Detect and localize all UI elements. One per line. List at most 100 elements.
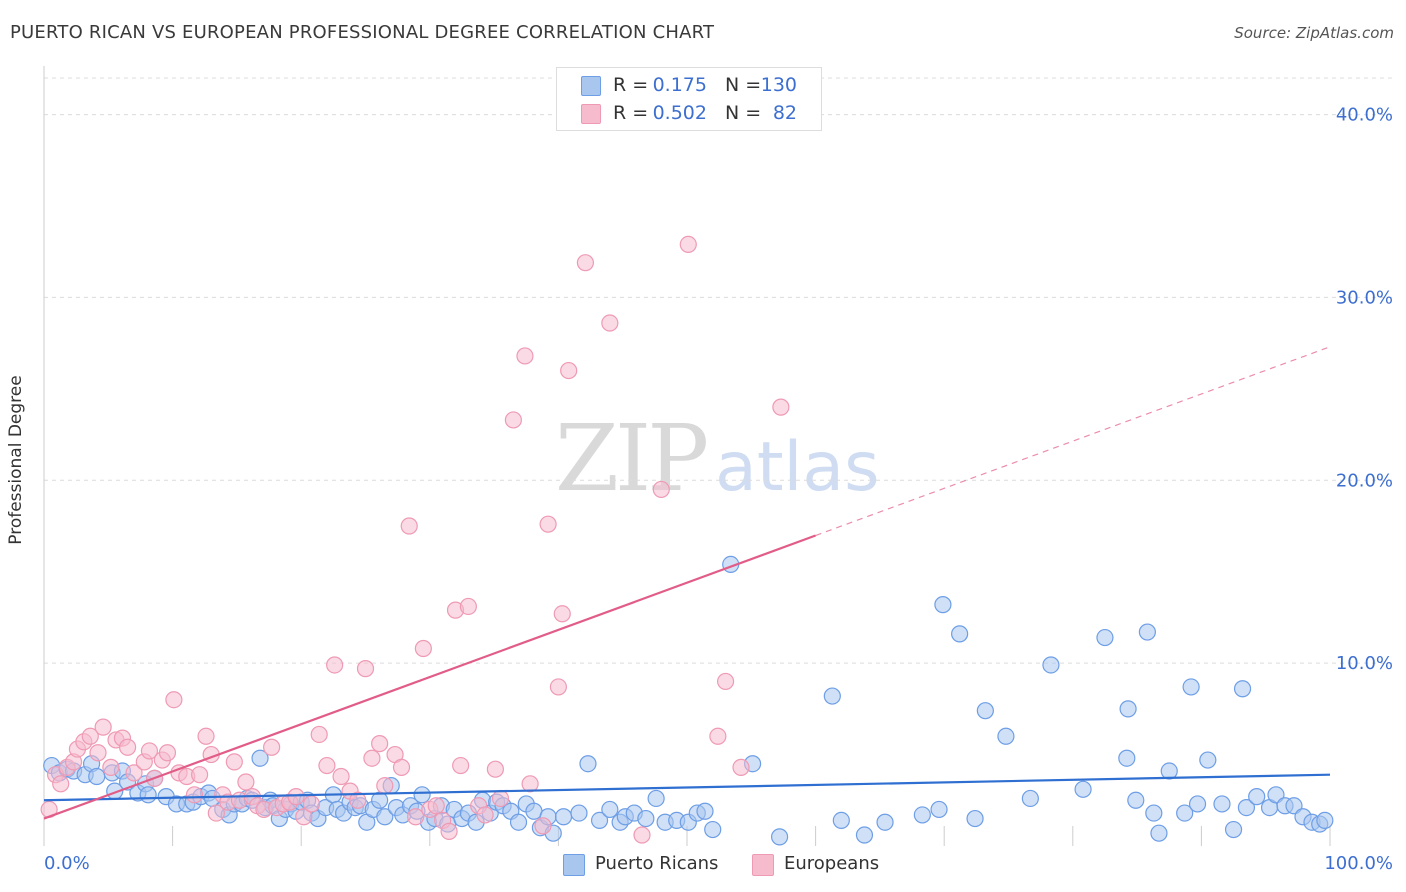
european-point (534, 817, 552, 835)
n-value: 130 (760, 74, 797, 96)
puerto-rican-point (913, 806, 931, 824)
european-point (52, 775, 70, 793)
legend-swatch-pink (752, 854, 774, 876)
puerto-rican-point (1021, 789, 1039, 808)
european-point (185, 786, 204, 804)
r-label: R = (613, 102, 649, 124)
puerto-rican-point (509, 813, 528, 831)
european-point (197, 727, 215, 745)
puerto-rican-point (601, 800, 619, 819)
european-point (652, 480, 670, 499)
european-point (440, 822, 458, 840)
puerto-rican-point (770, 828, 789, 846)
legend-label: Europeans (784, 853, 880, 874)
european-point (633, 826, 651, 844)
puerto-rican-point (976, 702, 994, 720)
european-point (125, 764, 143, 782)
european-point (549, 678, 568, 696)
y-tick-label: 10.0% (1336, 653, 1393, 674)
european-point (392, 758, 411, 776)
european-point (118, 738, 137, 756)
european-point (207, 804, 225, 822)
puerto-rican-point (637, 809, 655, 828)
puerto-rican-point (1182, 678, 1200, 696)
european-point (521, 775, 539, 793)
trend-line-extension (815, 346, 1331, 537)
n-label: N = (725, 102, 762, 124)
puerto-rican-point (823, 687, 841, 705)
n-value: 82 (772, 102, 797, 124)
puerto-rican-point (1042, 656, 1060, 674)
puerto-rican-point (413, 786, 431, 804)
european-point (302, 795, 321, 813)
european-point (486, 760, 504, 778)
x-tick-label: 100.0% (1324, 853, 1393, 874)
european-point (371, 734, 389, 753)
puerto-rican-point (1316, 811, 1334, 830)
puerto-rican-point (1188, 795, 1207, 813)
european-point (716, 672, 735, 691)
puerto-rican-point (1199, 751, 1217, 769)
r-value: 0.502 (652, 102, 707, 124)
puerto-rican-point (1224, 820, 1243, 839)
stats-row-puerto-ricans: R = 0.175 N = 130 (557, 72, 821, 100)
european-point (601, 314, 619, 332)
european-point (349, 791, 367, 809)
european-point (560, 361, 578, 380)
puerto-rican-point (1096, 628, 1114, 647)
legend-swatch-pink (581, 104, 601, 124)
european-point (427, 797, 445, 815)
r-value: 0.175 (652, 74, 707, 96)
y-tick-label: 40.0% (1336, 105, 1393, 126)
european-point (491, 789, 510, 808)
puerto-rican-point (855, 826, 874, 844)
puerto-rican-point (930, 800, 948, 819)
puerto-rican-point (934, 596, 952, 614)
puerto-rican-point (570, 804, 588, 822)
european-point (576, 254, 595, 272)
puerto-rican-point (1237, 798, 1256, 817)
european-point (326, 656, 344, 674)
european-point (81, 727, 99, 745)
european-point (363, 749, 381, 767)
puerto-rican-point (1176, 804, 1194, 822)
stats-row-europeans: R = 0.502 N = 82 (557, 100, 821, 128)
r-label: R = (613, 74, 649, 96)
european-point (263, 738, 281, 756)
source-credit: Source: ZipAtlas.com (1234, 24, 1394, 42)
european-point (287, 788, 305, 806)
puerto-rican-point (1145, 804, 1163, 822)
trend-line (43, 773, 1331, 802)
european-point (376, 777, 394, 795)
puerto-rican-point (951, 625, 969, 643)
european-point (237, 773, 255, 791)
y-tick-label: 30.0% (1336, 287, 1393, 308)
puerto-rican-point (966, 809, 984, 828)
puerto-rican-point (251, 749, 269, 767)
european-point (709, 727, 727, 745)
legend-label: Puerto Ricans (595, 853, 719, 874)
puerto-rican-point (1213, 795, 1231, 813)
european-point (452, 756, 470, 775)
puerto-rican-point (876, 813, 894, 831)
puerto-rican-point (1233, 680, 1252, 698)
european-point (140, 742, 159, 760)
european-point (356, 660, 375, 678)
european-point (165, 691, 183, 709)
puerto-rican-point (579, 755, 597, 773)
puerto-rican-point (1160, 762, 1178, 780)
european-point (102, 758, 120, 776)
european-point (679, 235, 697, 253)
european-point (539, 515, 557, 533)
european-point (516, 347, 534, 365)
european-point (504, 411, 522, 429)
puerto-rican-point (590, 811, 609, 830)
european-point (414, 639, 432, 658)
x-tick-label: 0.0% (44, 853, 90, 874)
puerto-rican-point (1118, 749, 1136, 767)
n-label: N = (725, 74, 762, 96)
european-point (732, 758, 750, 776)
trend-line (43, 534, 816, 820)
series-legend: Puerto Ricans Europeans (0, 852, 1406, 880)
